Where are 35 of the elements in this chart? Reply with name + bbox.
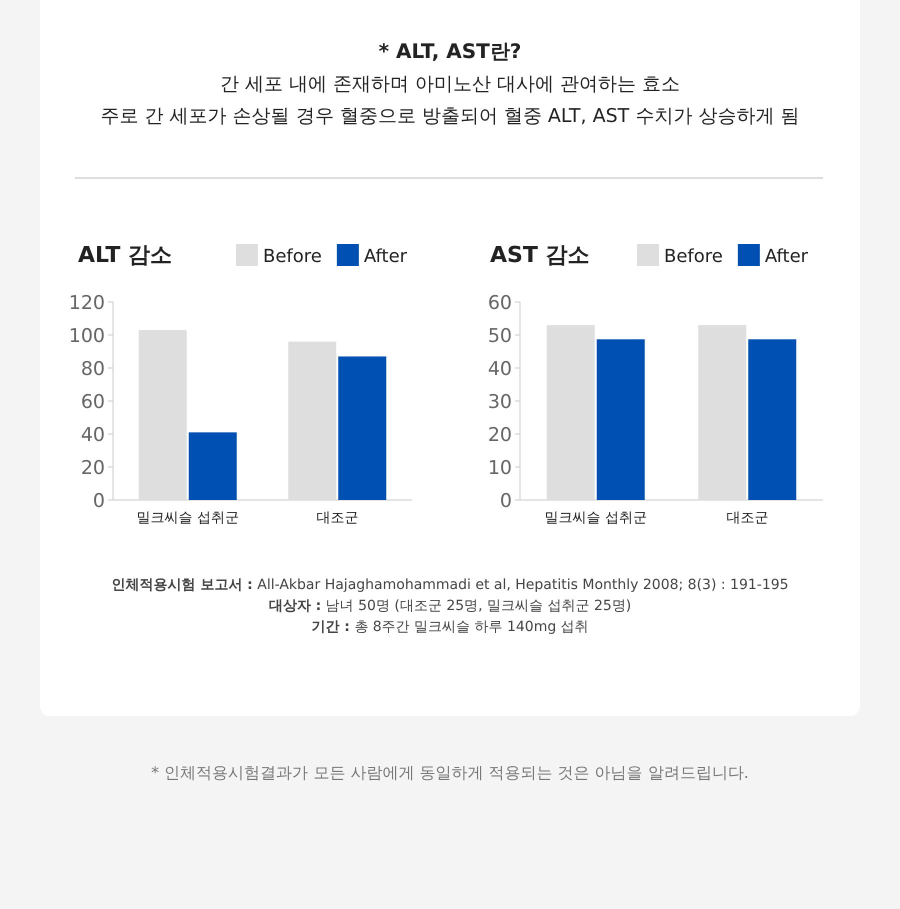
x-tick-label: 대조군 xyxy=(316,510,358,526)
y-tick-label: 60 xyxy=(80,391,105,413)
y-tick-label: 40 xyxy=(488,358,512,380)
y-tick-label: 30 xyxy=(488,391,512,413)
y-tick-label: 60 xyxy=(488,292,512,314)
text: 인체적용시험 보고서 : All-Akbar Hajaghamohammadi et al, Hepatitis Monthly 2008; 8(3) : 191-195 xyxy=(111,577,789,593)
legend-label: Before xyxy=(263,246,322,267)
legend-label: After xyxy=(364,246,408,267)
y-tick-label: 10 xyxy=(488,457,512,479)
bar xyxy=(288,342,336,500)
y-tick-label: 20 xyxy=(488,424,512,446)
bar xyxy=(188,432,237,500)
y-tick-label: 50 xyxy=(488,325,512,347)
bar xyxy=(338,356,386,500)
text: 주로 간 세포가 손상될 경우 혈중으로 방출되어 혈중 ALT, AST 수치가 상승하게 됨 xyxy=(100,105,800,127)
x-tick-label: 밀크씨슬 섭취군 xyxy=(136,510,239,526)
bar xyxy=(138,330,187,500)
y-tick-label: 40 xyxy=(80,424,105,446)
chart-title: AST 감소 xyxy=(490,243,590,268)
y-tick-label: 0 xyxy=(500,490,512,512)
y-tick-label: 120 xyxy=(68,292,105,314)
chart-title: ALT 감소 xyxy=(78,243,172,268)
x-tick-label: 밀크씨슬 섭취군 xyxy=(544,510,647,526)
legend-label: After xyxy=(764,246,809,267)
text: 간 세포 내에 존재하며 아미노산 대사에 관여하는 효소 xyxy=(220,73,680,95)
y-tick-label: 0 xyxy=(92,490,105,512)
text: * 인체적용시험결과가 모든 사람에게 동일하게 적용되는 것은 아님을 알려드립니다. xyxy=(151,763,749,782)
text: 기간 : 총 8주간 밀크씨슬 하루 140mg 섭취 xyxy=(311,619,589,635)
text: 대상자 : 남녀 50명 (대조군 25명, 밀크씨슬 섭취군 25명) xyxy=(268,598,632,614)
y-tick-label: 80 xyxy=(80,358,105,380)
text: * ALT, AST란? xyxy=(378,39,522,63)
x-tick-label: 대조군 xyxy=(726,510,768,526)
y-tick-label: 20 xyxy=(80,457,105,479)
legend-label: Before xyxy=(664,246,723,267)
y-tick-label: 100 xyxy=(68,325,105,347)
